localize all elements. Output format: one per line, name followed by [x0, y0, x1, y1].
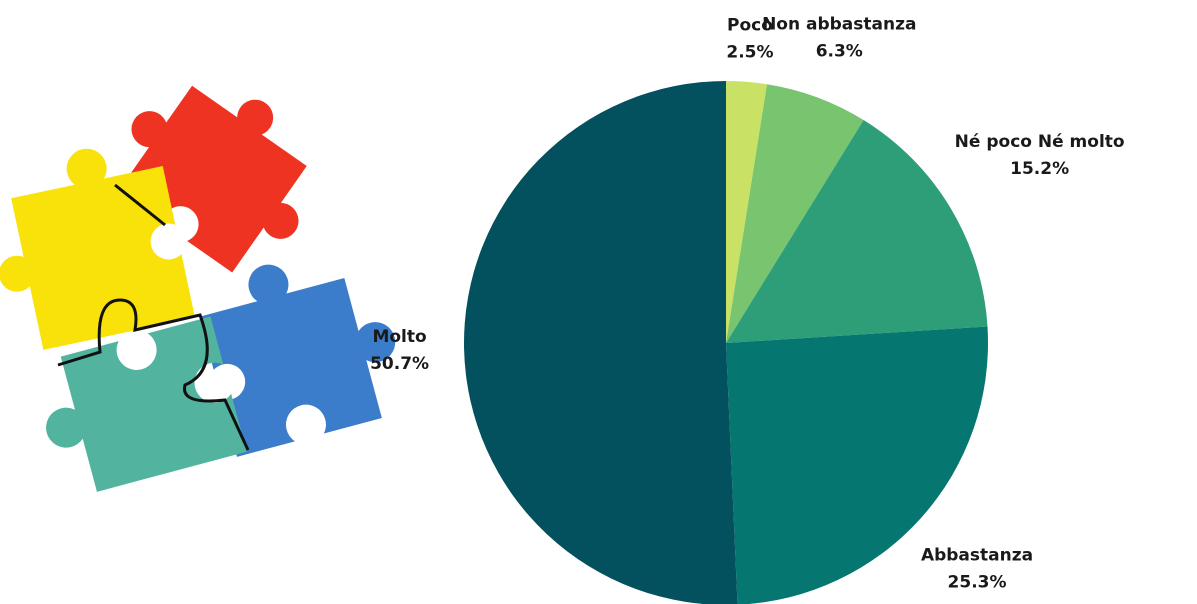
slice-label: Poco [727, 16, 773, 36]
slice-label: Molto [372, 327, 426, 347]
puzzle-decoration [0, 85, 396, 492]
slice-value-label: 2.5% [726, 43, 773, 63]
slice-value-label: 25.3% [948, 573, 1007, 593]
slice-label: Non abbastanza [762, 14, 916, 34]
puzzle-teal [46, 316, 247, 492]
slice-value-label: 15.2% [1010, 159, 1069, 179]
pie-slice [726, 81, 767, 343]
slice-value-label: 50.7% [370, 354, 429, 374]
slice-value-label: 6.3% [816, 41, 863, 61]
pie-slice [464, 81, 738, 604]
puzzle-red [117, 85, 307, 273]
slice-label: Abbastanza [921, 546, 1033, 566]
puzzle-yellow [0, 148, 195, 350]
puzzle-blue [199, 264, 396, 457]
pie-slice [726, 326, 988, 604]
pie: Poco 2.5% Non abbastanza 6.3% Né poco Né mol… [370, 14, 1125, 604]
pie-slice [726, 84, 864, 344]
slice-label: Né poco Né molto [955, 132, 1125, 152]
pie-slice [726, 120, 988, 343]
